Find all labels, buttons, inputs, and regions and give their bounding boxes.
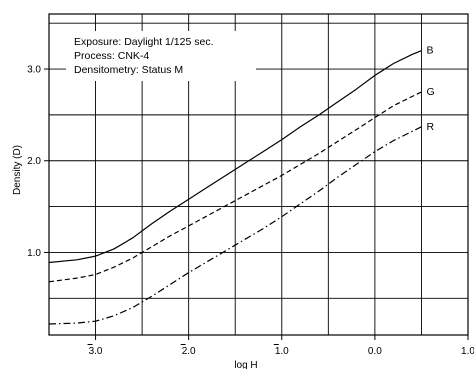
y-tick-label: 1.0	[27, 248, 41, 259]
series-line-R	[48, 126, 422, 325]
grid	[48, 14, 469, 335]
annotation-box	[66, 31, 256, 81]
series-line-G	[48, 91, 422, 283]
y-tick-label: 2.0	[27, 156, 41, 167]
series-group: B G R	[48, 45, 435, 325]
y-tick-label: 3.0	[27, 65, 41, 76]
series-label-G: G	[426, 86, 434, 98]
x-tick-label: 0.0	[368, 346, 382, 357]
x-tick-label: 1.0	[461, 346, 474, 357]
plot-frame	[48, 13, 469, 336]
y-axis-label: Density (D)	[12, 145, 23, 195]
x-tick-label: 3.0	[89, 346, 103, 357]
x-tick-label: 1.0	[275, 346, 289, 357]
series-label-R: R	[426, 121, 434, 133]
annotation-densitometry: Densitometry: Status M	[74, 64, 183, 76]
x-tick-label: 2.0	[182, 346, 196, 357]
series-label-B: B	[426, 45, 433, 57]
annotation-exposure: Exposure: Daylight 1/125 sec.	[74, 36, 214, 48]
x-axis-label: log H	[234, 360, 257, 369]
annotation-process: Process: CNK-4	[74, 50, 149, 62]
series-line-B	[48, 50, 422, 264]
tick-group: 3.0 2.0 1.0 0.0 1.0 1.0 2.0 3.0	[27, 65, 474, 357]
